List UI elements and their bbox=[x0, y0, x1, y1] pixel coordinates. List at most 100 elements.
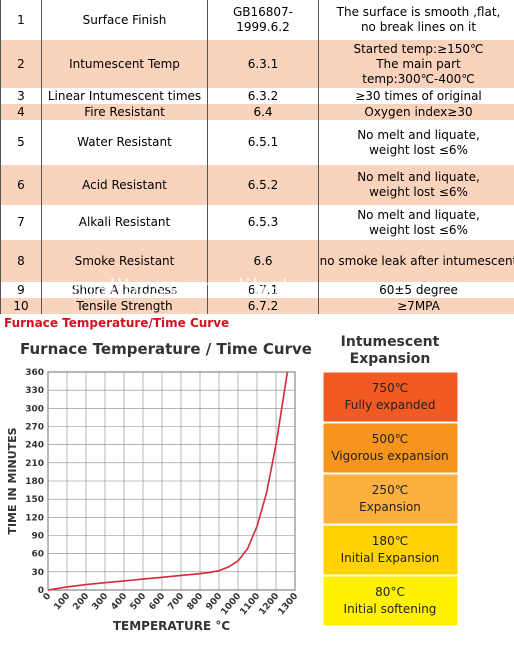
table-row: 6 Acid Resistant 6.5.2 No melt and liquate,… bbox=[0, 165, 514, 205]
table-row: 3 Linear Intumescent times 6.3.2 ≥30 times … bbox=[0, 88, 514, 104]
chart-title: Furnace Temperature / Time Curve bbox=[20, 340, 312, 358]
expansion-temp: 750℃ bbox=[372, 381, 408, 395]
y-tick-label: 0 bbox=[38, 586, 44, 596]
table-cell: 7 bbox=[0, 205, 42, 240]
table-cell: 6 bbox=[0, 165, 42, 205]
table-cell: 6.7.2 bbox=[207, 298, 319, 314]
table-cell: Tensile Strength bbox=[41, 298, 208, 314]
expansion-box bbox=[322, 422, 459, 474]
watermark: smallboss.en.alibaba.com bbox=[60, 276, 369, 301]
table-cell: 6.7.1 bbox=[207, 282, 319, 298]
y-tick-label: 30 bbox=[31, 568, 44, 578]
expansion-temp: 80°C bbox=[375, 585, 405, 599]
expansion-label: Vigorous expansion bbox=[331, 449, 448, 463]
x-tick-label: 0 bbox=[42, 592, 54, 603]
table-cell: 8 bbox=[0, 240, 42, 282]
table-row: 9 Shore A hardness 6.7.1 60±5 degree bbox=[0, 282, 514, 298]
expansion-box bbox=[322, 524, 459, 576]
data-line bbox=[47, 371, 289, 591]
y-tick-label: 300 bbox=[25, 404, 44, 414]
table-row: 1 Surface Finish GB16807-1999.6.2 The surfa… bbox=[0, 0, 514, 40]
expansion-box bbox=[322, 473, 459, 525]
x-tick-label: 600 bbox=[148, 592, 168, 613]
table-row: 8 Smoke Resistant 6.6 no smoke leak after i… bbox=[0, 240, 514, 282]
table-cell: Water Resistant bbox=[41, 120, 208, 165]
table-cell: 60±5 degree bbox=[318, 282, 514, 298]
expansion-label: Expansion bbox=[359, 500, 421, 514]
y-tick-label: 90 bbox=[31, 532, 44, 542]
table-cell: Linear Intumescent times bbox=[41, 88, 208, 104]
table-cell: Oxygen index≥30 bbox=[318, 104, 514, 120]
table-cell: No melt and liquate, weight lost ≤6% bbox=[318, 120, 514, 165]
expansion-label: Initial Expansion bbox=[341, 551, 440, 565]
x-tick-label: 800 bbox=[186, 592, 206, 613]
y-tick-label: 120 bbox=[25, 513, 44, 523]
table-cell: 4 bbox=[0, 104, 42, 120]
table-cell: 2 bbox=[0, 40, 42, 88]
table-cell: 3 bbox=[0, 88, 42, 104]
table-cell: No melt and liquate, weight lost ≤6% bbox=[318, 205, 514, 240]
y-tick-label: 210 bbox=[25, 459, 44, 469]
section-title: Furnace Temperature/Time Curve bbox=[4, 316, 230, 330]
table-cell: The surface is smooth ,flat, no break li… bbox=[318, 0, 514, 40]
table-cell: Intumescent Temp bbox=[41, 40, 208, 88]
expansion-label: Initial softening bbox=[344, 602, 437, 616]
table-cell: 10 bbox=[0, 298, 42, 314]
table-cell: Surface Finish bbox=[41, 0, 208, 40]
table-cell: 6.5.1 bbox=[207, 120, 319, 165]
table-cell: Smoke Resistant bbox=[41, 240, 208, 282]
x-tick-label: 700 bbox=[167, 592, 187, 613]
table-cell: 6.3.2 bbox=[207, 88, 319, 104]
table-row: 5 Water Resistant 6.5.1 No melt and liquate… bbox=[0, 120, 514, 165]
x-tick-label: 500 bbox=[129, 592, 149, 613]
y-axis-label: TIME IN MINUTES bbox=[6, 427, 19, 534]
table-cell: 6.6 bbox=[207, 240, 319, 282]
expansion-temp: 250℃ bbox=[372, 483, 408, 497]
table-row: 7 Alkali Resistant 6.5.3 No melt and liquat… bbox=[0, 205, 514, 240]
table-cell: Fire Resistant bbox=[41, 104, 208, 120]
table-cell: 6.4 bbox=[207, 104, 319, 120]
y-tick-label: 330 bbox=[25, 386, 44, 396]
y-tick-label: 360 bbox=[25, 368, 44, 378]
table-cell: Alkali Resistant bbox=[41, 205, 208, 240]
table-row: 4 Fire Resistant 6.4 Oxygen index≥30 bbox=[0, 104, 514, 120]
spec-table: 1 Surface Finish GB16807-1999.6.2 The surfa… bbox=[0, 0, 514, 314]
table-cell: 6.3.1 bbox=[207, 40, 319, 88]
table-cell: ≥30 times of original bbox=[318, 88, 514, 104]
table-cell: No melt and liquate, weight lost ≤6% bbox=[318, 165, 514, 205]
expansion-title: Intumescent Expansion bbox=[341, 334, 440, 367]
x-tick-label: 300 bbox=[91, 592, 111, 613]
y-tick-label: 60 bbox=[31, 550, 44, 560]
table-cell: Acid Resistant bbox=[41, 165, 208, 205]
table-cell: 1 bbox=[0, 0, 42, 40]
x-tick-label: 1300 bbox=[277, 592, 301, 618]
y-tick-label: 270 bbox=[25, 423, 44, 433]
y-tick-label: 150 bbox=[25, 495, 44, 505]
table-cell: 5 bbox=[0, 120, 42, 165]
table-cell: Shore A hardness bbox=[41, 282, 208, 298]
table-cell: 6.5.3 bbox=[207, 205, 319, 240]
table-cell: 6.5.2 bbox=[207, 165, 319, 205]
expansion-temp: 180℃ bbox=[372, 534, 408, 548]
table-cell: Started temp:≥150℃ The main part temp:30… bbox=[318, 40, 514, 88]
x-tick-label: 1000 bbox=[220, 592, 244, 618]
table-cell: ≥7MPA bbox=[318, 298, 514, 314]
x-tick-label: 1200 bbox=[258, 592, 282, 618]
table-row: 2 Intumescent Temp 6.3.1 Started temp:≥150℃… bbox=[0, 40, 514, 88]
expansion-temp: 500℃ bbox=[372, 432, 408, 446]
table-cell: no smoke leak after intumescent bbox=[318, 240, 514, 282]
table-cell: 9 bbox=[0, 282, 42, 298]
x-tick-label: 400 bbox=[110, 592, 130, 613]
x-tick-label: 1100 bbox=[239, 592, 263, 618]
y-tick-label: 180 bbox=[25, 477, 44, 487]
expansion-box bbox=[322, 371, 459, 423]
chart: Furnace Temperature / Time Curve 0 30 60 90 1… bbox=[6, 334, 459, 633]
expansion-label: Fully expanded bbox=[345, 398, 436, 412]
table-cell: GB16807-1999.6.2 bbox=[207, 0, 319, 40]
expansion-box bbox=[322, 575, 459, 627]
x-axis-label: TEMPERATURE °C bbox=[113, 619, 230, 633]
x-tick-label: 100 bbox=[53, 592, 73, 613]
y-tick-label: 240 bbox=[25, 441, 44, 451]
x-tick-label: 200 bbox=[72, 592, 92, 613]
